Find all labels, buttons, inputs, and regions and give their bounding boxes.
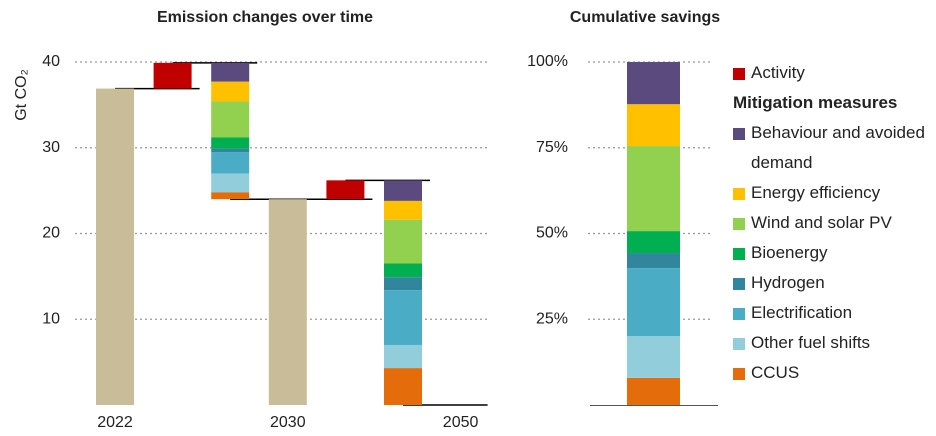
change-bar bbox=[384, 263, 422, 278]
legend-item: Hydrogen bbox=[733, 268, 926, 298]
y-tick-label: 100% bbox=[527, 53, 568, 70]
change-bar bbox=[211, 101, 250, 138]
legend-label: Wind and solar PV bbox=[751, 213, 892, 232]
stack-segment bbox=[627, 104, 680, 147]
legend-label: Energy efficiency bbox=[751, 183, 881, 202]
legend-swatch bbox=[733, 188, 745, 200]
legend-item: Activity bbox=[733, 58, 926, 88]
legend-label: Behaviour and avoided demand bbox=[751, 123, 925, 172]
y-tick-label: 20 bbox=[42, 225, 60, 242]
legend-swatch bbox=[733, 368, 745, 380]
legend-swatch bbox=[733, 68, 745, 80]
change-bar bbox=[384, 368, 422, 405]
legend-item: CCUS bbox=[733, 358, 926, 388]
y-tick-label: 50% bbox=[536, 225, 568, 242]
legend-label: CCUS bbox=[751, 363, 800, 382]
legend-label: Hydrogen bbox=[751, 273, 825, 292]
change-bar bbox=[211, 81, 250, 102]
change-bar bbox=[211, 148, 250, 153]
legend-item: Energy efficiency bbox=[733, 178, 926, 208]
legend-swatch bbox=[733, 248, 745, 260]
change-bar bbox=[384, 277, 422, 291]
stack-segment bbox=[627, 377, 680, 405]
x-tick-label: 2022 bbox=[97, 414, 133, 431]
legend-swatch bbox=[733, 308, 745, 320]
y-tick-label: 25% bbox=[536, 310, 568, 327]
stack-segment bbox=[627, 253, 680, 269]
y-tick-label: 75% bbox=[536, 139, 568, 156]
y-tick-label: 10 bbox=[42, 310, 60, 327]
legend-label: Other fuel shifts bbox=[751, 333, 871, 352]
stack-segment bbox=[627, 231, 680, 254]
change-bar bbox=[384, 180, 422, 201]
stack-segment bbox=[627, 62, 680, 105]
chart-title: Cumulative savings bbox=[570, 9, 720, 26]
change-bar bbox=[211, 173, 250, 193]
y-tick-label: 40 bbox=[42, 53, 60, 70]
legend-swatch bbox=[733, 338, 745, 350]
legend-item: Wind and solar PV bbox=[733, 208, 926, 238]
stack-segment bbox=[627, 146, 680, 232]
legend-group-title: Mitigation measures bbox=[733, 93, 898, 112]
stack-segment bbox=[627, 268, 680, 337]
change-bar bbox=[153, 62, 192, 89]
stack-segment bbox=[627, 336, 680, 378]
change-bar bbox=[211, 152, 250, 174]
x-tick-label: 2030 bbox=[270, 414, 306, 431]
y-axis-label: Gt CO₂ bbox=[13, 69, 30, 121]
legend-item: Electrification bbox=[733, 298, 926, 328]
total-bar bbox=[96, 88, 134, 406]
change-bar bbox=[211, 137, 250, 149]
change-bar bbox=[384, 344, 422, 369]
change-bar bbox=[211, 62, 250, 82]
change-bar bbox=[211, 192, 250, 200]
y-tick-label: 30 bbox=[42, 139, 60, 156]
legend-swatch bbox=[733, 278, 745, 290]
legend: Activity Mitigation measures Behaviour and… bbox=[733, 58, 926, 388]
x-tick-label: 2050 bbox=[443, 414, 479, 431]
legend-item: Other fuel shifts bbox=[733, 328, 926, 358]
change-bar bbox=[384, 290, 422, 345]
legend-swatch bbox=[733, 218, 745, 230]
chart-title: Emission changes over time bbox=[157, 9, 373, 26]
legend-label: Electrification bbox=[751, 303, 853, 322]
legend-item: Bioenergy bbox=[733, 238, 926, 268]
total-bar bbox=[268, 199, 307, 405]
legend-label: Bioenergy bbox=[751, 243, 828, 262]
change-bar bbox=[326, 180, 365, 200]
change-bar bbox=[384, 219, 422, 264]
legend-item: Behaviour and avoided demand bbox=[733, 118, 926, 178]
change-bar bbox=[384, 200, 422, 220]
legend-swatch bbox=[733, 128, 745, 140]
legend-label: Activity bbox=[751, 63, 805, 82]
